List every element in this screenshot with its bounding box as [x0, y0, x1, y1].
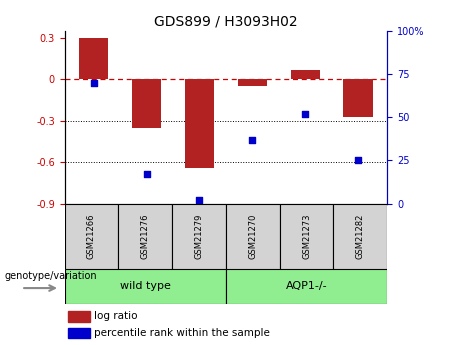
Bar	[238, 79, 267, 86]
Bar	[132, 79, 161, 128]
Text: genotype/variation: genotype/variation	[5, 271, 97, 281]
Point	[143, 171, 150, 177]
Point	[90, 80, 97, 86]
Text: GSM21279: GSM21279	[195, 214, 203, 259]
Point	[196, 197, 203, 203]
Bar	[280, 204, 333, 269]
Bar	[65, 269, 226, 304]
Bar	[343, 79, 372, 117]
Point	[355, 158, 362, 163]
Bar	[290, 70, 320, 79]
Bar	[226, 269, 387, 304]
Text: AQP1-/-: AQP1-/-	[286, 282, 327, 291]
Text: GSM21276: GSM21276	[141, 214, 150, 259]
Text: GSM21282: GSM21282	[356, 214, 365, 259]
Bar	[79, 38, 108, 79]
Text: percentile rank within the sample: percentile rank within the sample	[94, 328, 270, 338]
Point	[248, 137, 256, 142]
Bar	[65, 204, 118, 269]
Text: GSM21270: GSM21270	[248, 214, 257, 259]
Point	[301, 111, 309, 117]
Bar	[118, 204, 172, 269]
Text: log ratio: log ratio	[94, 312, 137, 321]
Text: GSM21266: GSM21266	[87, 214, 96, 259]
Bar	[226, 204, 280, 269]
Bar	[333, 204, 387, 269]
Bar	[68, 328, 90, 338]
Title: GDS899 / H3093H02: GDS899 / H3093H02	[154, 14, 298, 29]
Text: GSM21273: GSM21273	[302, 214, 311, 259]
Text: wild type: wild type	[120, 282, 171, 291]
Bar	[68, 311, 90, 322]
Bar	[185, 79, 214, 168]
Bar	[172, 204, 226, 269]
